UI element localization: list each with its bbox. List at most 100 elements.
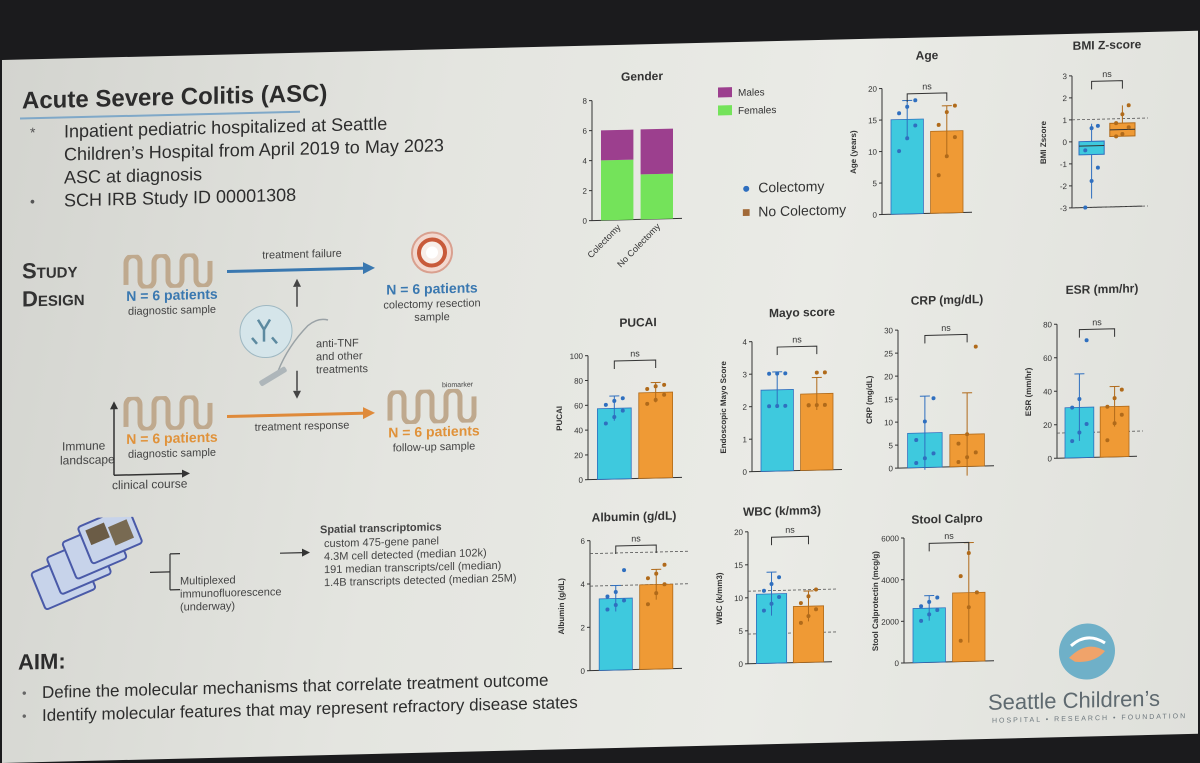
bar-females [601,159,634,221]
data-point [798,620,803,625]
data-point [952,135,957,140]
chart-title: Gender [621,69,663,84]
data-point [767,371,772,376]
y-tick-label: 10 [884,418,893,427]
slide: Acute Severe Colitis (ASC) * Inpatient pe… [2,30,1198,763]
data-point [769,601,774,606]
chart-mayo: Mayo score 0 1 2 3 4 Endoscopic Mayo Score ns [719,305,842,477]
y-tick-label: 15 [884,395,893,404]
clinical-course-axis [110,401,190,478]
x-tick-label: Colectomy [585,222,622,260]
data-point [653,384,658,389]
data-point [654,571,659,576]
significance-label: ns [1102,69,1112,79]
data-point [944,110,949,115]
data-point [956,441,961,446]
y-tick-label: 2 [581,623,586,632]
significance-label: ns [922,81,932,91]
data-point [783,403,788,408]
data-point [775,404,780,409]
data-point [922,419,927,424]
y-tick-label: 0 [1063,138,1068,147]
y-tick-label: 100 [570,352,584,361]
data-point [1126,103,1131,108]
data-point [806,594,811,599]
data-point [914,461,919,466]
data-point [1120,132,1125,137]
data-point [935,608,940,613]
data-point [1119,412,1124,417]
data-point [1084,338,1089,343]
box-median [1079,144,1105,147]
antibody-syringe-icon [239,305,329,387]
data-point [966,551,971,556]
chart-crp: CRP (mg/dL) 0 5 10 15 20 25 30 CRP (mg/dL) ns [865,292,994,476]
y-tick-label: 4 [581,580,586,589]
data-point [897,111,902,116]
data-point [806,614,811,619]
data-point [613,589,618,595]
data-point [822,402,827,407]
data-point [662,562,667,567]
legend-colectomy: ● Colectomy [742,177,825,196]
chart-age: Age 0 5 10 15 20 Age (years) ns [849,48,972,220]
data-point [1112,396,1117,401]
significance-bracket [615,544,657,555]
tissue-wave-icon [387,388,477,425]
chart-title: ESR (mm/hr) [1066,281,1139,297]
data-point [958,574,963,579]
significance-bracket [906,92,948,102]
y-axis-label: Albumin (g/dL) [557,578,566,635]
chart-title: BMI Z-score [1073,37,1142,53]
box [1078,140,1105,156]
data-point [1112,421,1117,426]
data-point [662,582,667,587]
reference-line [1072,117,1148,121]
data-point [1114,121,1119,126]
tissue-wave-icon [123,394,213,432]
data-point [944,154,949,159]
seattle-childrens-logo-icon [1059,623,1115,680]
bar-males [601,129,634,161]
y-tick-label: 4000 [881,576,899,585]
y-tick-label: 3 [1063,72,1068,81]
y-tick-label: 6 [583,127,588,136]
data-point [1077,430,1082,435]
y-tick-label: 2 [1063,94,1068,103]
significance-bracket [928,541,970,552]
y-tick-label: -2 [1060,182,1068,191]
data-point [913,98,918,103]
chart-title: Stool Calpro [911,511,982,527]
data-point [814,607,819,612]
data-point [931,451,936,456]
data-point [905,136,910,141]
y-tick-label: 20 [868,85,877,94]
y-tick-label: 4 [583,157,588,166]
data-point [1105,404,1110,409]
data-point [1083,148,1088,153]
data-point [905,104,910,109]
data-point [1119,387,1124,392]
data-point [1083,205,1088,210]
data-point [798,601,803,606]
y-tick-label: -1 [1060,160,1068,169]
logo-name: Seattle Children’s [988,685,1161,715]
data-point [1095,165,1100,170]
y-tick-label: 30 [884,326,893,335]
data-point [775,371,780,376]
data-point [897,149,902,154]
data-point [620,396,625,401]
significance-label: ns [1092,317,1102,327]
bar-females [640,173,673,220]
y-tick-label: 2000 [881,617,899,626]
y-tick-label: 8 [583,97,588,106]
significance-bracket [613,359,657,370]
data-point [767,404,772,409]
y-tick-label: 4 [743,338,748,347]
data-point [965,455,970,460]
data-point [622,598,627,603]
y-axis-label: CRP (mg/dL) [865,375,874,424]
chart-title: PUCAI [619,315,656,330]
